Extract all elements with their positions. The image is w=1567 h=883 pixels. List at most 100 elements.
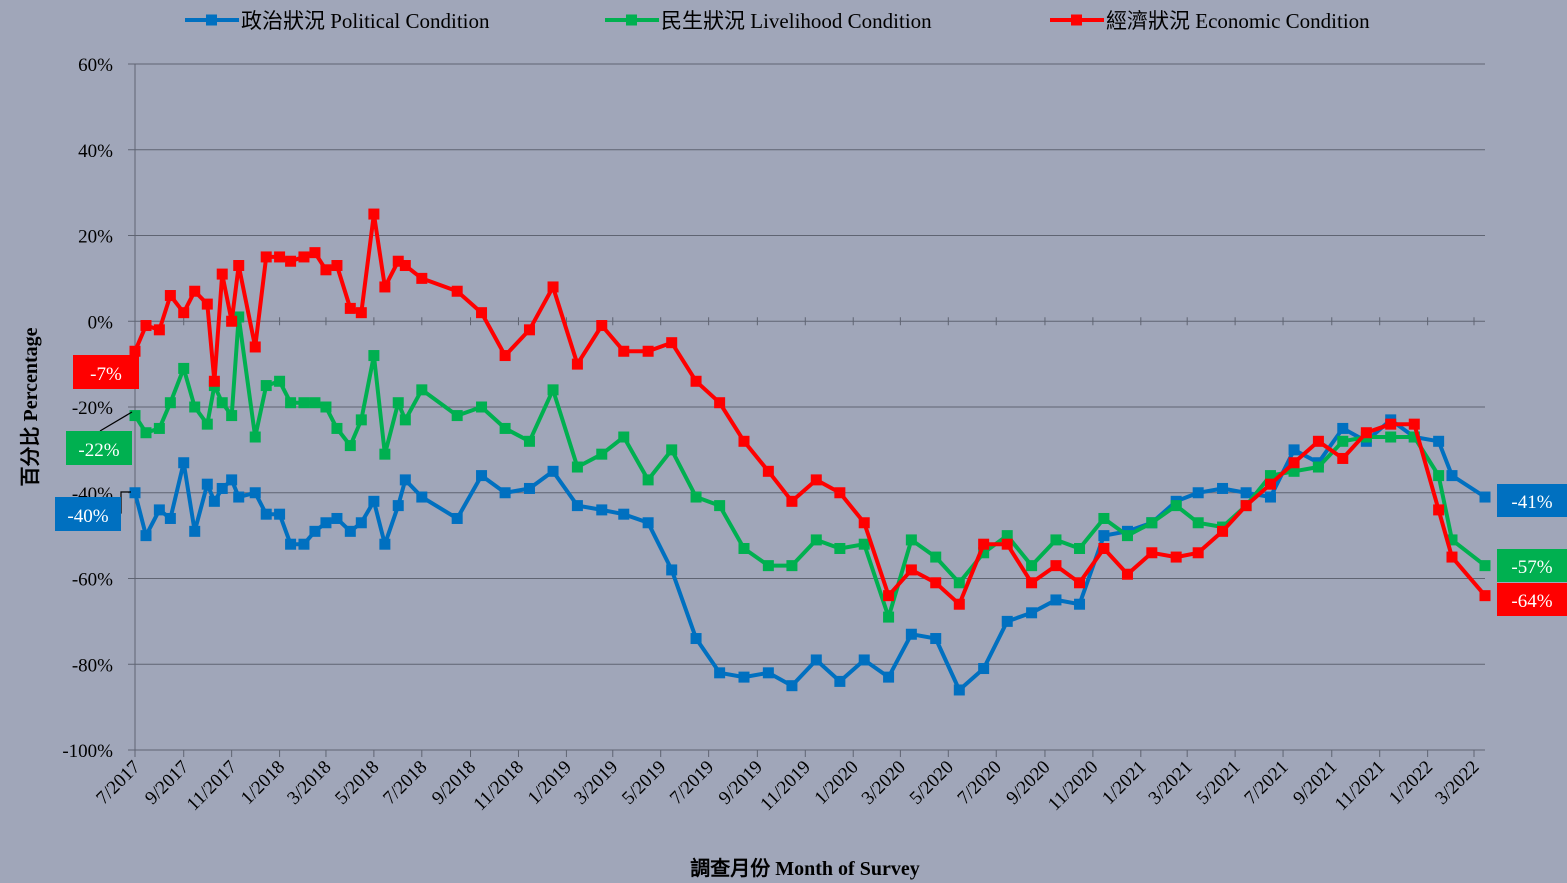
data-point (226, 410, 238, 422)
data-point (331, 422, 343, 434)
data-point (355, 414, 367, 426)
data-point (547, 465, 559, 477)
data-point (392, 255, 404, 267)
data-point (399, 260, 411, 272)
series-line (133, 315, 1487, 620)
data-point (249, 487, 261, 499)
data-point (1098, 512, 1110, 524)
data-point (1433, 470, 1445, 482)
data-point (331, 512, 343, 524)
data-point (1337, 435, 1349, 447)
data-point (1026, 560, 1038, 572)
start-value-badge (73, 355, 139, 389)
start-value-label: -22% (78, 440, 119, 461)
x-tick-label: 5/2020 (906, 757, 958, 809)
data-point (1240, 487, 1252, 499)
data-point (618, 508, 630, 520)
data-point (571, 461, 583, 473)
data-point (1050, 560, 1062, 572)
data-point (129, 487, 141, 499)
data-point (499, 422, 511, 434)
data-point (189, 401, 201, 413)
x-tick-label: 7/2020 (954, 757, 1006, 809)
data-point (1337, 422, 1349, 434)
data-point (399, 474, 411, 486)
data-point (129, 410, 141, 422)
legend-swatch-marker (626, 14, 637, 26)
data-point (1288, 444, 1300, 456)
data-point (738, 435, 750, 447)
data-point (547, 281, 559, 293)
data-point (858, 654, 870, 666)
data-point (571, 500, 583, 512)
data-point (320, 264, 332, 276)
data-point (274, 251, 286, 263)
data-point (274, 508, 286, 520)
data-point (834, 675, 846, 687)
data-point (208, 495, 220, 507)
x-tick-label: 1/2019 (524, 757, 576, 809)
data-point (1479, 590, 1491, 602)
y-tick-label: 0% (88, 312, 114, 333)
data-point (596, 320, 608, 332)
data-point (1312, 461, 1324, 473)
data-point (762, 560, 774, 572)
data-point (905, 534, 917, 546)
data-point (164, 397, 176, 409)
data-point (164, 290, 176, 302)
data-point (1385, 431, 1397, 443)
legend-swatch-marker (1071, 14, 1082, 26)
start-value-label: -7% (90, 364, 122, 385)
data-point (762, 465, 774, 477)
data-point (1264, 470, 1276, 482)
axes: 60%40%20%0%-20%-40%-60%-80%-100%7/20179/… (62, 55, 1485, 815)
data-point (140, 530, 152, 542)
end-value-label: -41% (1511, 492, 1552, 513)
data-point (1050, 594, 1062, 606)
end-value-badge (1497, 484, 1567, 517)
data-point (905, 564, 917, 576)
data-point (978, 538, 990, 550)
data-point (344, 302, 356, 314)
x-tick-label: 5/2019 (618, 757, 670, 809)
data-point (523, 435, 535, 447)
data-point (834, 542, 846, 554)
legend-entry: 經濟狀況 Economic Condition (1106, 9, 1370, 33)
data-point (930, 551, 942, 563)
leader-line (99, 411, 133, 432)
data-point (1288, 457, 1300, 469)
data-point (1074, 577, 1086, 589)
data-point (285, 397, 297, 409)
data-point (476, 307, 488, 319)
data-point (1001, 538, 1013, 550)
data-point (355, 517, 367, 529)
data-point (738, 542, 750, 554)
data-point (905, 628, 917, 640)
data-point (178, 362, 190, 374)
x-tick-label: 11/2018 (470, 757, 528, 815)
data-point (1170, 551, 1182, 563)
y-tick-label: -100% (62, 741, 113, 762)
data-point (1074, 598, 1086, 610)
data-point (164, 512, 176, 524)
data-point (596, 504, 608, 516)
data-point (523, 324, 535, 336)
data-point (883, 590, 895, 602)
data-point (666, 337, 678, 349)
data-point (499, 350, 511, 362)
data-point (978, 663, 990, 675)
data-point (1408, 418, 1420, 430)
x-tick-label: 3/2019 (570, 757, 622, 809)
data-point (883, 611, 895, 623)
data-point (1217, 482, 1229, 494)
data-point (571, 358, 583, 370)
data-point (1446, 551, 1458, 563)
x-axis-title: 調查月份 Month of Survey (690, 856, 919, 880)
data-point (1146, 517, 1158, 529)
data-point (1026, 577, 1038, 589)
x-tick-label: 7/2021 (1240, 757, 1292, 809)
data-point (1264, 491, 1276, 503)
data-point (368, 350, 380, 362)
data-point (1217, 525, 1229, 537)
